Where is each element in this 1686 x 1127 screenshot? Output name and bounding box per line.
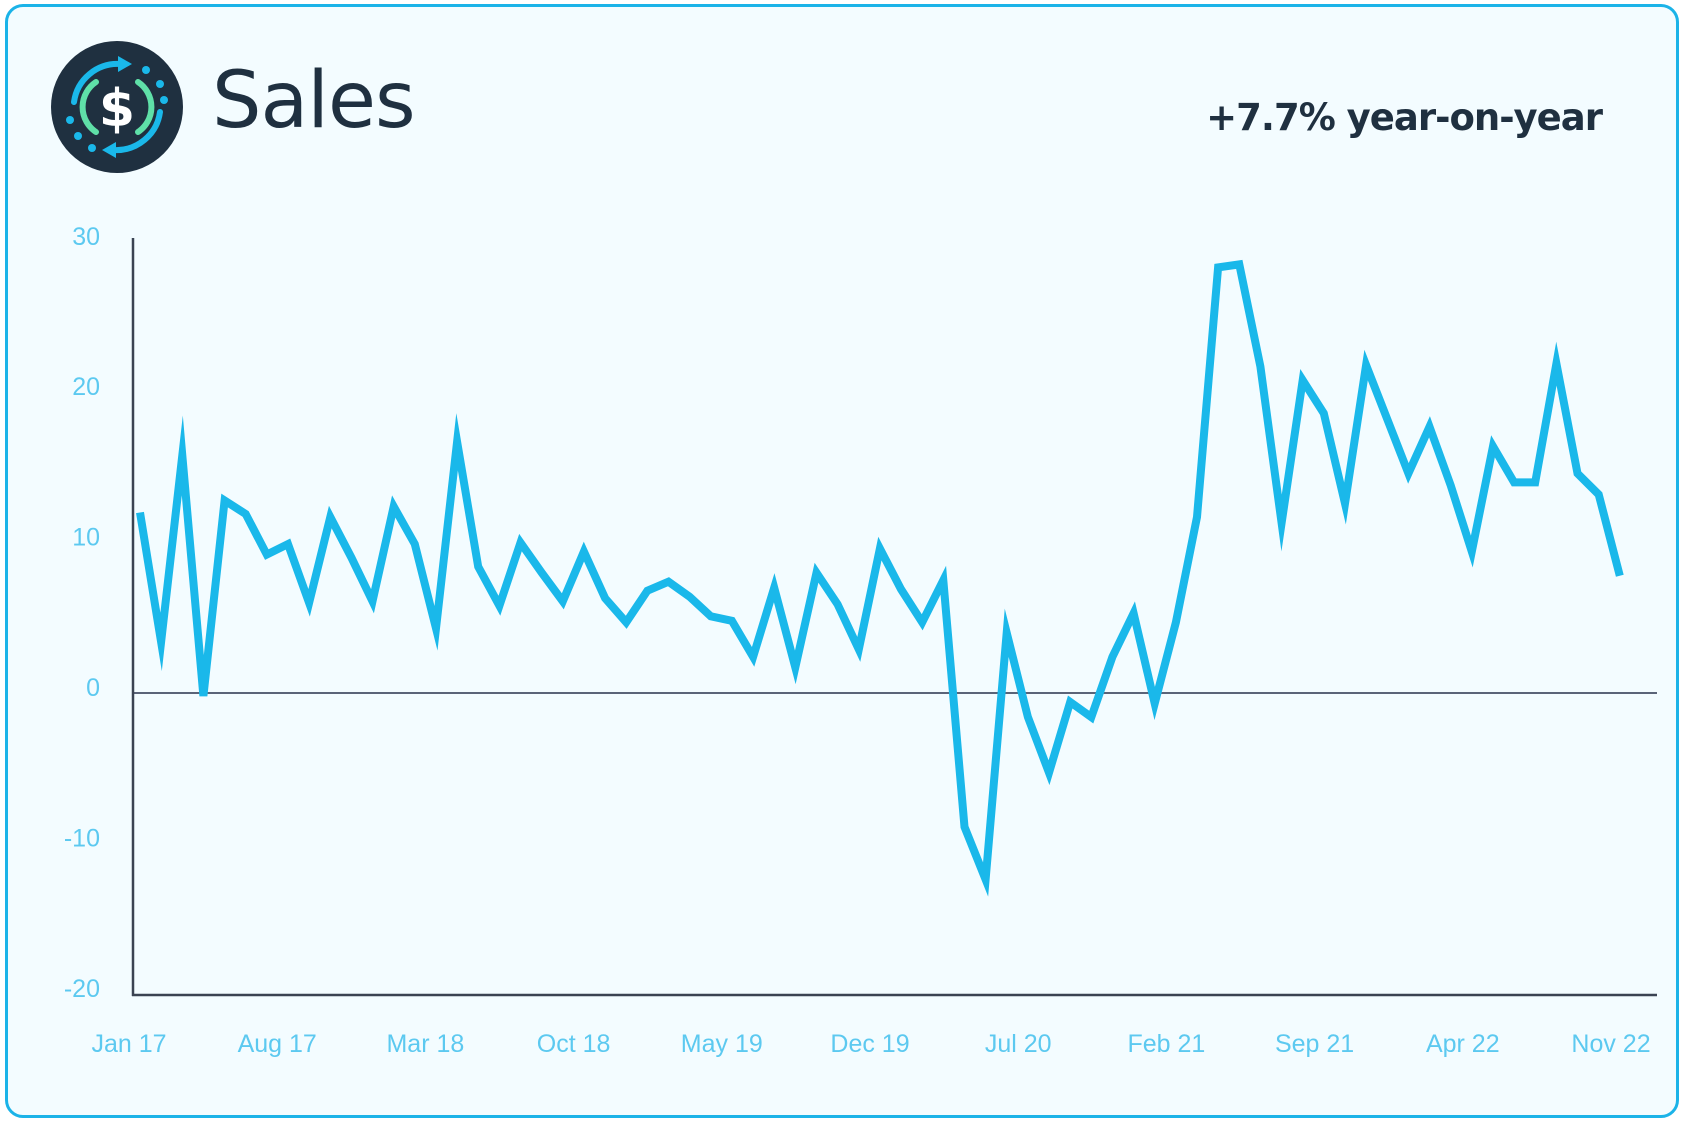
y-tick-label: -20 (64, 975, 100, 1003)
x-tick-label: Sep 21 (1275, 1030, 1354, 1058)
x-tick-label: Feb 21 (1127, 1030, 1205, 1058)
x-axis-tick-labels: Jan 17 Aug 17 Mar 18 Oct 18 May 19 Dec 19 Jul … (91, 1030, 1650, 1058)
y-tick-label: -10 (64, 824, 100, 852)
x-tick-label: Nov 22 (1571, 1030, 1650, 1058)
x-tick-label: Apr 22 (1426, 1030, 1500, 1058)
svg-text:$: $ (99, 79, 135, 139)
dollar-exchange-icon: $ (51, 41, 183, 173)
y-tick-label: 20 (72, 373, 100, 401)
y-tick-label: 0 (86, 674, 100, 702)
yoy-change-label: +7.7% year-on-year (1206, 96, 1603, 139)
x-tick-label: May 19 (681, 1030, 763, 1058)
x-tick-label: Dec 19 (830, 1030, 909, 1058)
x-tick-label: Aug 17 (238, 1030, 317, 1058)
page-title: Sales (212, 56, 416, 146)
y-tick-label: 10 (72, 524, 100, 552)
x-tick-label: Oct 18 (537, 1030, 611, 1058)
sales-series-line (136, 259, 1624, 897)
y-tick-label: 30 (72, 223, 100, 251)
x-tick-label: Mar 18 (386, 1030, 464, 1058)
x-tick-label: Jul 20 (985, 1030, 1052, 1058)
x-tick-label: Jan 17 (91, 1030, 166, 1058)
sales-card (5, 4, 1679, 1118)
y-axis-tick-labels: 30 20 10 0 -10 -20 (64, 223, 100, 1003)
